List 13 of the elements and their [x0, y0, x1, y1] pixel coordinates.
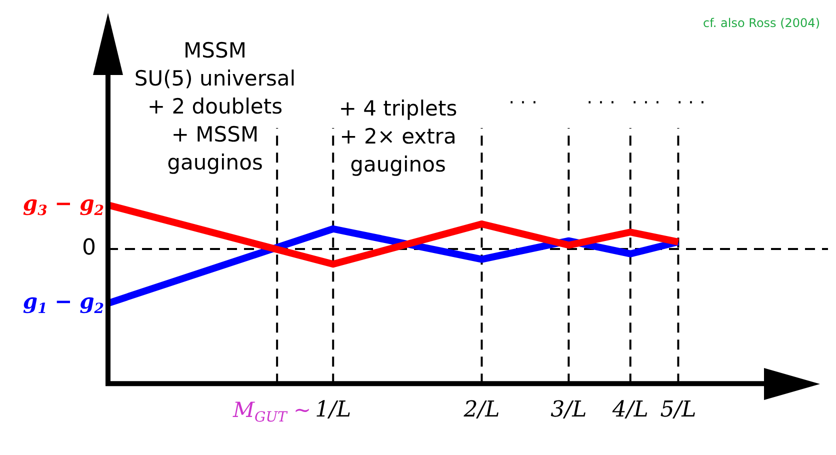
ref-line-label: 0	[82, 236, 96, 261]
text: cf. also Ross (2004)	[702, 16, 820, 30]
x-tick-label: 1/L	[315, 398, 352, 423]
x-tick-label: 4/L	[611, 398, 648, 423]
text: · · ·	[632, 92, 660, 114]
text: + 4 triplets + 2× extra gauginos	[338, 96, 458, 176]
text: MSSM SU(5) universal + 2 doublets + MSSM gauginos	[134, 38, 296, 174]
text: · · ·	[586, 92, 616, 114]
text: · · ·	[676, 92, 706, 114]
x-tick-label: 5/L	[660, 398, 696, 423]
text: · · ·	[508, 92, 538, 114]
x-tick-label: 3/L	[550, 398, 587, 423]
x-tick-label: 2/L	[462, 398, 500, 423]
